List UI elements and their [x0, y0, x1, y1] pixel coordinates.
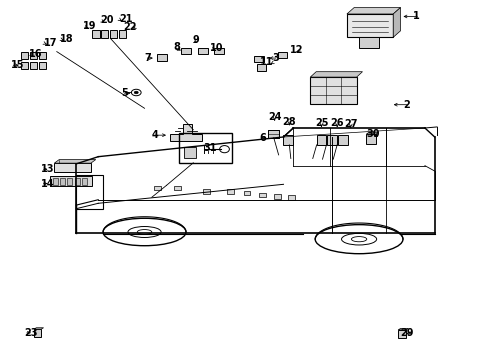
Bar [316, 135, 326, 145]
Bar [267, 130, 278, 138]
Bar [54, 163, 91, 172]
Text: 2: 2 [403, 100, 409, 110]
Text: 20: 20 [101, 15, 114, 26]
Polygon shape [170, 124, 202, 140]
Bar [50, 176, 92, 186]
Bar [259, 193, 265, 197]
Text: 16: 16 [29, 49, 42, 59]
Bar [397, 330, 405, 338]
Bar [60, 178, 65, 185]
Bar [227, 189, 234, 194]
Bar [310, 77, 356, 104]
Text: 8: 8 [173, 42, 180, 52]
Polygon shape [310, 72, 362, 77]
Text: 10: 10 [210, 43, 224, 53]
Bar [282, 135, 293, 145]
Text: 6: 6 [259, 133, 265, 143]
Bar [256, 64, 266, 71]
Text: 29: 29 [400, 328, 413, 338]
Bar [254, 56, 264, 62]
Bar [183, 147, 195, 158]
Text: 11: 11 [260, 57, 273, 67]
Text: 13: 13 [41, 164, 54, 174]
Bar [21, 62, 28, 69]
Text: 27: 27 [344, 120, 357, 129]
Text: 17: 17 [43, 38, 57, 48]
Text: 23: 23 [24, 328, 38, 338]
Text: 5: 5 [122, 88, 128, 98]
Text: 28: 28 [282, 117, 296, 127]
Text: 18: 18 [60, 34, 74, 44]
Bar [39, 51, 46, 59]
Bar [67, 178, 72, 185]
Bar [39, 62, 46, 69]
Text: 24: 24 [267, 112, 281, 122]
Bar [119, 31, 126, 39]
Bar [110, 31, 117, 39]
Bar [277, 51, 287, 58]
Text: 30: 30 [366, 129, 379, 139]
Bar [337, 135, 347, 145]
Bar [154, 186, 161, 190]
Bar [181, 48, 190, 54]
Bar [288, 195, 295, 200]
Text: 3: 3 [271, 53, 278, 63]
Text: 1: 1 [412, 12, 419, 22]
Text: 25: 25 [314, 118, 327, 128]
Bar [21, 51, 28, 59]
Bar [358, 37, 378, 48]
Bar [75, 178, 80, 185]
Ellipse shape [134, 91, 138, 94]
Text: 9: 9 [192, 35, 199, 45]
Bar [101, 31, 108, 39]
Polygon shape [366, 132, 378, 134]
Bar [267, 130, 278, 138]
Bar [203, 189, 209, 194]
Bar [173, 186, 180, 190]
Polygon shape [397, 328, 407, 330]
Bar [30, 62, 37, 69]
Bar [178, 134, 232, 163]
Bar [82, 178, 87, 185]
Bar [214, 48, 224, 54]
Text: 21: 21 [119, 14, 132, 24]
Bar [273, 194, 280, 199]
Text: 15: 15 [10, 60, 24, 70]
Text: 31: 31 [203, 143, 217, 153]
Bar [76, 175, 103, 209]
Text: 22: 22 [123, 22, 137, 32]
Bar [346, 14, 392, 37]
Bar [53, 178, 58, 185]
Bar [92, 31, 100, 39]
Bar [157, 54, 167, 61]
Bar [327, 135, 336, 145]
Text: 14: 14 [41, 179, 54, 189]
Bar [34, 329, 41, 337]
Bar [30, 51, 37, 59]
Bar [243, 191, 250, 195]
Text: 26: 26 [330, 118, 343, 128]
Bar [198, 48, 207, 54]
Polygon shape [346, 8, 400, 14]
Polygon shape [54, 159, 96, 163]
Polygon shape [392, 8, 400, 37]
Text: 4: 4 [152, 130, 158, 140]
Bar [366, 134, 375, 144]
Text: 12: 12 [289, 45, 303, 55]
Text: 7: 7 [144, 53, 151, 63]
Text: 19: 19 [82, 21, 96, 31]
Polygon shape [34, 328, 43, 329]
